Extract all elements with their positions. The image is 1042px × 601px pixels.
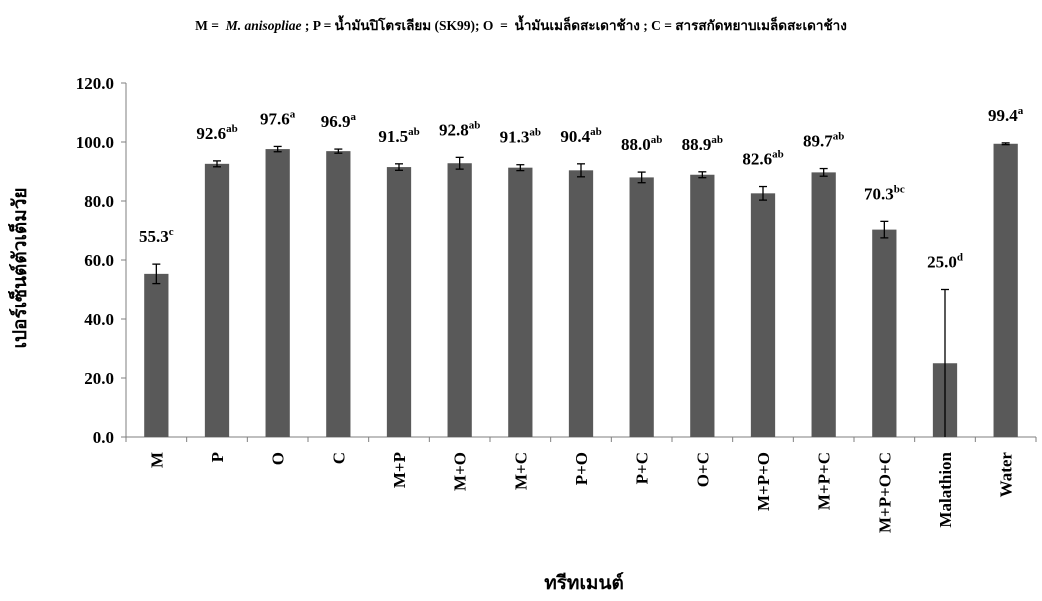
value-label: 92.6ab <box>196 123 237 143</box>
x-tick-label: O+C <box>693 452 712 487</box>
chart-subtitle: M = M. anisopliae ; P = น้ำมันปิโตรเลียม… <box>0 14 1042 36</box>
significance-letter: ab <box>772 149 784 161</box>
bar <box>204 163 230 437</box>
bar <box>811 172 836 437</box>
significance-letter: ab <box>408 126 420 138</box>
significance-letter: c <box>169 226 174 238</box>
value-label: 88.9ab <box>682 134 723 154</box>
y-tick-label: 80.0 <box>84 192 114 211</box>
value-number: 97.6 <box>260 109 290 128</box>
value-label: 96.9a <box>321 111 357 131</box>
legend-m-key: M <box>195 18 208 33</box>
y-tick-label: 0.0 <box>93 428 114 447</box>
y-tick-label: 40.0 <box>84 310 114 329</box>
value-label: 99.4a <box>988 105 1024 125</box>
bar <box>447 163 472 438</box>
y-axis: 0.0 20.0 40.0 60.0 80.0 100.0 120.0 <box>76 74 127 447</box>
x-tick-label: C <box>329 452 348 464</box>
x-tick-label: M+O <box>451 452 470 491</box>
value-number: 91.3 <box>500 128 530 147</box>
value-label: 70.3bc <box>864 183 905 203</box>
error-bars <box>152 142 1010 437</box>
x-tick-label: O <box>269 452 288 465</box>
value-label: 97.6a <box>260 108 296 128</box>
value-number: 99.4 <box>988 106 1018 125</box>
x-tick-label: M+P+O+C <box>875 452 894 533</box>
value-number: 88.9 <box>682 135 712 154</box>
value-label: 82.6ab <box>742 149 783 169</box>
significance-letter: ab <box>590 126 602 138</box>
bar <box>629 177 654 437</box>
value-label: 55.3c <box>139 226 174 246</box>
significance-letter: ab <box>469 119 481 131</box>
significance-letter: ab <box>226 123 238 135</box>
x-axis <box>125 436 1037 442</box>
bars <box>144 143 1018 438</box>
value-label: 92.8ab <box>439 119 480 139</box>
bar <box>750 193 776 437</box>
bar <box>872 229 897 437</box>
significance-letter: a <box>290 108 296 120</box>
y-tick-label: 20.0 <box>84 369 114 388</box>
y-axis-title: เปอร์เซ็นต์ตัวเต็มวัย <box>7 187 31 348</box>
significance-letter: ab <box>711 134 723 146</box>
significance-letter: ab <box>651 134 663 146</box>
bar <box>265 149 290 437</box>
value-number: 91.5 <box>378 127 408 146</box>
value-number: 89.7 <box>803 132 833 151</box>
significance-letter: ab <box>529 127 541 139</box>
value-number: 70.3 <box>864 184 894 203</box>
x-tick-label: M+P+C <box>815 452 834 510</box>
x-tick-label: M+P <box>390 452 409 488</box>
value-label: 89.7ab <box>803 131 844 151</box>
x-tick-label: M+P+O <box>754 452 773 511</box>
x-tick-labels: M P O C M+P M+O M+C P+O P+C O+C M+P+O M+P+C M+P+O+C M… <box>147 451 1015 533</box>
bar <box>508 167 533 438</box>
significance-letter: d <box>957 252 963 264</box>
x-tick-label: M+C <box>511 452 530 490</box>
value-label: 25.0d <box>927 252 963 272</box>
legend-m-eq: = <box>207 18 226 33</box>
value-label: 91.3ab <box>500 127 541 147</box>
x-tick-label: Malathion <box>936 451 955 527</box>
x-tick-label: M <box>147 452 166 468</box>
bar <box>690 174 715 437</box>
significance-letter: a <box>1018 105 1024 117</box>
legend-rest: ; P = น้ำมันปิโตรเลียม (SK99); O = น้ำมั… <box>301 18 847 33</box>
value-label: 91.5ab <box>378 126 419 146</box>
value-number: 92.8 <box>439 120 469 139</box>
x-tick-label: P+C <box>633 452 652 484</box>
significance-letter: bc <box>894 183 905 195</box>
value-number: 55.3 <box>139 227 169 246</box>
value-label: 90.4ab <box>560 126 601 146</box>
x-tick-label: Water <box>997 452 1016 498</box>
y-tick-label: 120.0 <box>76 74 114 93</box>
bar <box>386 167 412 437</box>
value-number: 88.0 <box>621 135 651 154</box>
x-axis-title: ทรีทเมนต์ <box>544 572 624 594</box>
value-label: 88.0ab <box>621 134 662 154</box>
x-tick-label: P+O <box>572 452 591 485</box>
value-number: 92.6 <box>196 124 226 143</box>
legend-m-name: M. anisopliae <box>225 18 302 33</box>
value-number: 90.4 <box>560 127 590 146</box>
value-number: 82.6 <box>742 150 772 169</box>
x-tick-label: P <box>208 452 227 462</box>
bar <box>144 273 169 437</box>
value-number: 25.0 <box>927 253 957 272</box>
y-tick-label: 100.0 <box>76 133 114 152</box>
bar <box>326 151 351 437</box>
significance-letter: ab <box>833 131 845 143</box>
bar <box>568 170 594 437</box>
significance-letter: a <box>350 111 356 123</box>
bar <box>993 143 1018 437</box>
y-tick-label: 60.0 <box>84 251 114 270</box>
value-number: 96.9 <box>321 112 351 131</box>
